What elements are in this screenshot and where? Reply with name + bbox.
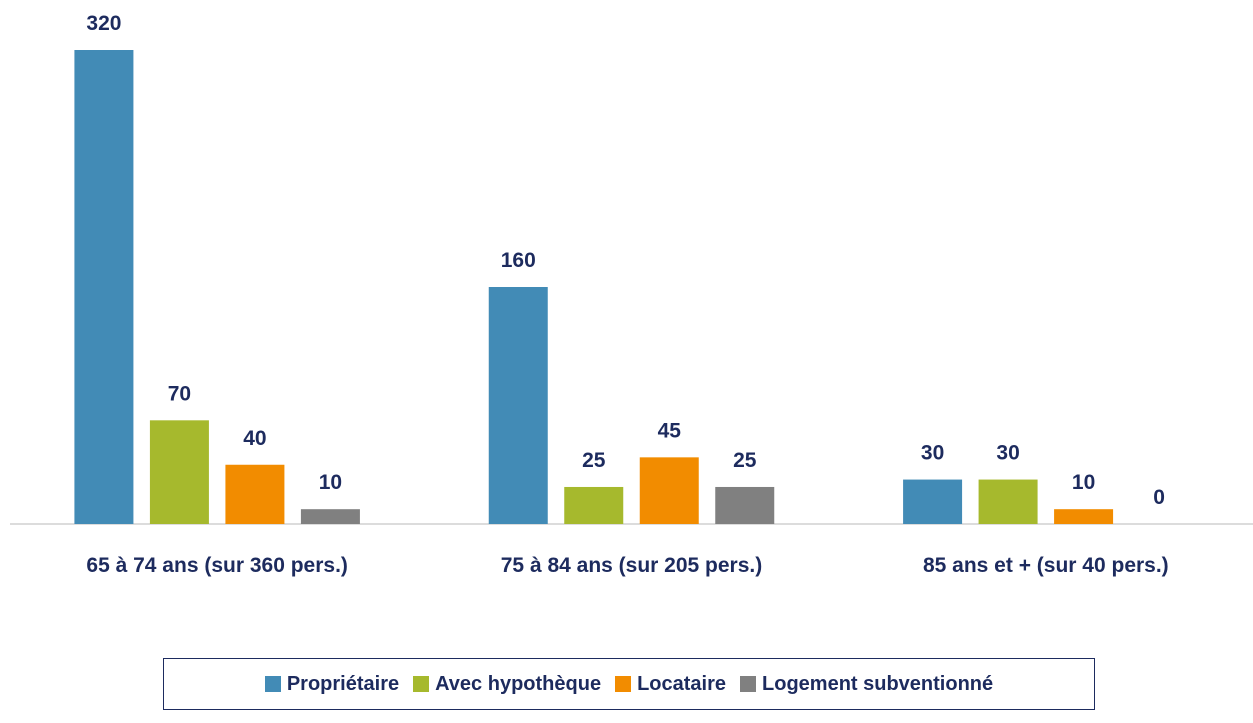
legend: Propriétaire Avec hypothèque Locataire Loge… [163,658,1095,710]
bar [903,479,963,524]
legend-label: Logement subventionné [762,672,994,695]
bar [715,486,775,524]
legend-item: Logement subventionné [740,673,993,696]
legend-label: Locataire [637,672,727,695]
x-tick-label: 65 à 74 ans (sur 360 pers.) [86,554,348,577]
value-label: 160 [501,249,536,272]
legend-label: Propriétaire [286,672,400,695]
bar [300,509,360,524]
bar [978,479,1038,524]
legend-swatch [740,676,757,692]
bar [74,50,134,524]
bar [564,486,624,524]
value-label: 70 [168,382,191,405]
value-label: 10 [319,471,342,494]
x-tick-label: 75 à 84 ans (sur 205 pers.) [501,554,763,577]
value-label: 45 [658,419,682,442]
bar [225,464,285,524]
bar [639,457,699,524]
value-label: 0 [1153,486,1165,509]
legend-label: Avec hypothèque [435,672,602,695]
legend-item: Propriétaire [264,672,400,696]
value-label: 40 [243,427,266,450]
value-label: 320 [86,12,121,35]
value-label: 10 [1072,471,1095,494]
value-label: 25 [733,449,757,472]
x-tick-label: 85 ans et + (sur 40 pers.) [923,554,1169,577]
legend-swatch [413,676,430,692]
legend-item: Avec hypothèque [413,673,601,696]
value-label: 30 [921,442,944,465]
bar [149,420,209,524]
legend-swatch [615,676,632,692]
legend-swatch [264,676,281,692]
value-label: 25 [582,449,606,472]
value-label: 30 [996,442,1019,465]
bar [488,287,548,524]
chart: 65 à 74 ans (sur 360 pers.) 320 70 40 10 75 à… [10,12,1253,577]
legend-item: Locataire [615,673,726,696]
bar [1054,509,1114,524]
